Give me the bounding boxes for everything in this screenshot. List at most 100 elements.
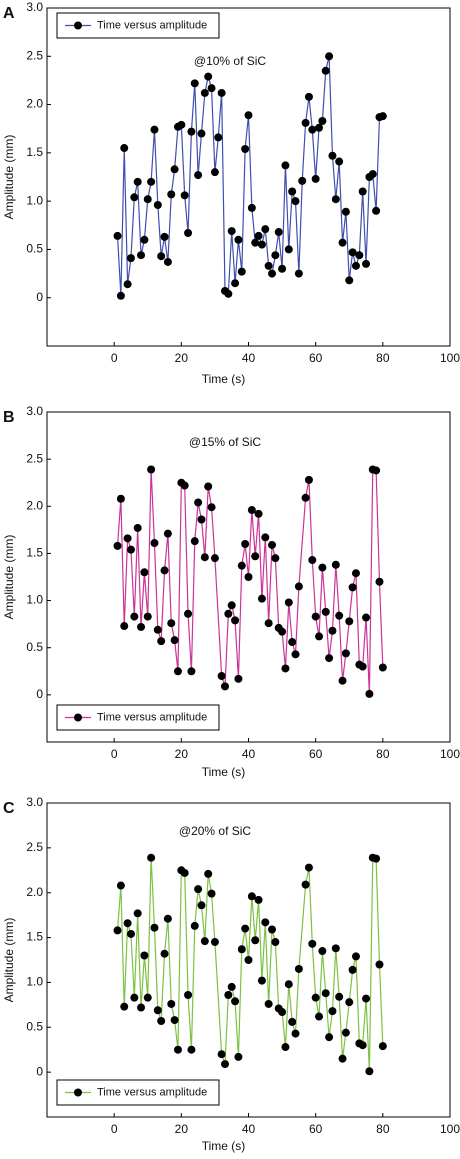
data-point bbox=[375, 577, 384, 586]
data-point bbox=[220, 1060, 229, 1069]
data-point bbox=[315, 1012, 324, 1021]
y-tick-label: 2.5 bbox=[26, 451, 43, 465]
y-tick-label: 1.0 bbox=[26, 593, 43, 607]
data-point bbox=[362, 994, 371, 1003]
data-point bbox=[348, 965, 357, 974]
data-point bbox=[190, 537, 199, 546]
data-point bbox=[294, 964, 303, 973]
data-point bbox=[140, 951, 149, 960]
data-point bbox=[157, 252, 166, 261]
data-point bbox=[157, 1017, 166, 1026]
y-tick-label: 3.0 bbox=[26, 404, 43, 418]
data-point bbox=[351, 952, 360, 961]
y-tick-label: 0.5 bbox=[26, 242, 43, 256]
x-axis-label: Time (s) bbox=[202, 372, 246, 386]
data-point bbox=[207, 84, 216, 93]
y-tick-label: 3.0 bbox=[26, 795, 43, 809]
y-tick-label: 2.0 bbox=[26, 498, 43, 512]
data-point bbox=[365, 1067, 374, 1076]
data-point bbox=[147, 853, 156, 862]
data-point bbox=[150, 125, 159, 134]
annotation: @10% of SiC bbox=[194, 54, 267, 68]
series-line bbox=[116, 468, 384, 694]
data-point bbox=[200, 553, 209, 562]
data-point bbox=[291, 650, 300, 659]
data-point bbox=[264, 261, 273, 270]
y-tick-label: 2.5 bbox=[26, 840, 43, 854]
data-point bbox=[268, 540, 277, 549]
data-point bbox=[227, 601, 236, 610]
data-point bbox=[217, 88, 226, 97]
data-point bbox=[133, 177, 142, 186]
data-point bbox=[341, 649, 350, 658]
data-point bbox=[143, 195, 152, 204]
data-point bbox=[163, 914, 172, 923]
data-point bbox=[358, 662, 367, 671]
y-tick-label: 1.5 bbox=[26, 930, 43, 944]
data-point bbox=[311, 174, 320, 183]
data-point bbox=[130, 993, 139, 1002]
data-point bbox=[368, 170, 377, 179]
data-point bbox=[278, 1008, 287, 1017]
data-point bbox=[147, 177, 156, 186]
x-tick-label: 0 bbox=[111, 351, 118, 365]
y-tick-label: 0 bbox=[36, 290, 43, 304]
data-point bbox=[237, 945, 246, 954]
data-point bbox=[130, 612, 139, 621]
data-point bbox=[116, 494, 125, 503]
data-point bbox=[137, 251, 146, 260]
data-point bbox=[271, 251, 280, 260]
data-point bbox=[291, 197, 300, 206]
data-point bbox=[224, 289, 233, 298]
data-point bbox=[237, 267, 246, 276]
data-point bbox=[268, 269, 277, 278]
data-point bbox=[231, 279, 240, 288]
data-point bbox=[137, 1003, 146, 1012]
y-tick-label: 1.5 bbox=[26, 145, 43, 159]
data-point bbox=[173, 667, 182, 676]
x-tick-label: 60 bbox=[309, 747, 323, 761]
data-point bbox=[251, 552, 260, 561]
data-point bbox=[231, 997, 240, 1006]
legend-label: Time versus amplitude bbox=[97, 1086, 207, 1098]
y-tick-label: 0.5 bbox=[26, 1019, 43, 1033]
data-point bbox=[294, 269, 303, 278]
x-tick-label: 100 bbox=[440, 747, 460, 761]
data-point bbox=[224, 990, 233, 999]
data-point bbox=[257, 240, 266, 249]
data-point bbox=[160, 949, 169, 958]
data-point bbox=[274, 228, 283, 237]
data-point bbox=[348, 583, 357, 592]
data-point bbox=[200, 937, 209, 946]
legend-marker bbox=[74, 713, 82, 722]
data-point bbox=[345, 276, 354, 285]
data-point bbox=[224, 609, 233, 618]
data-point bbox=[328, 151, 337, 160]
data-point bbox=[120, 144, 129, 153]
data-point bbox=[301, 118, 310, 127]
data-point bbox=[244, 573, 253, 581]
y-axis-label: Amplitude (mm) bbox=[2, 535, 16, 620]
data-point bbox=[321, 66, 330, 75]
x-tick-label: 60 bbox=[309, 351, 323, 365]
data-point bbox=[345, 617, 354, 626]
data-point bbox=[126, 545, 135, 554]
y-tick-label: 0 bbox=[36, 1064, 43, 1078]
data-point bbox=[220, 682, 229, 691]
data-point bbox=[217, 1050, 226, 1059]
x-tick-label: 40 bbox=[242, 747, 256, 761]
data-point bbox=[113, 926, 122, 935]
data-point bbox=[190, 79, 199, 88]
data-point bbox=[341, 1028, 350, 1037]
data-point bbox=[170, 165, 179, 174]
x-tick-label: 100 bbox=[440, 351, 460, 365]
data-point bbox=[278, 627, 287, 636]
data-point bbox=[345, 998, 354, 1007]
data-point bbox=[288, 1017, 297, 1026]
data-point bbox=[184, 229, 193, 238]
data-point bbox=[341, 207, 350, 216]
data-point bbox=[301, 493, 310, 502]
data-point bbox=[137, 622, 146, 631]
data-point bbox=[234, 1052, 243, 1061]
data-point bbox=[231, 616, 240, 625]
